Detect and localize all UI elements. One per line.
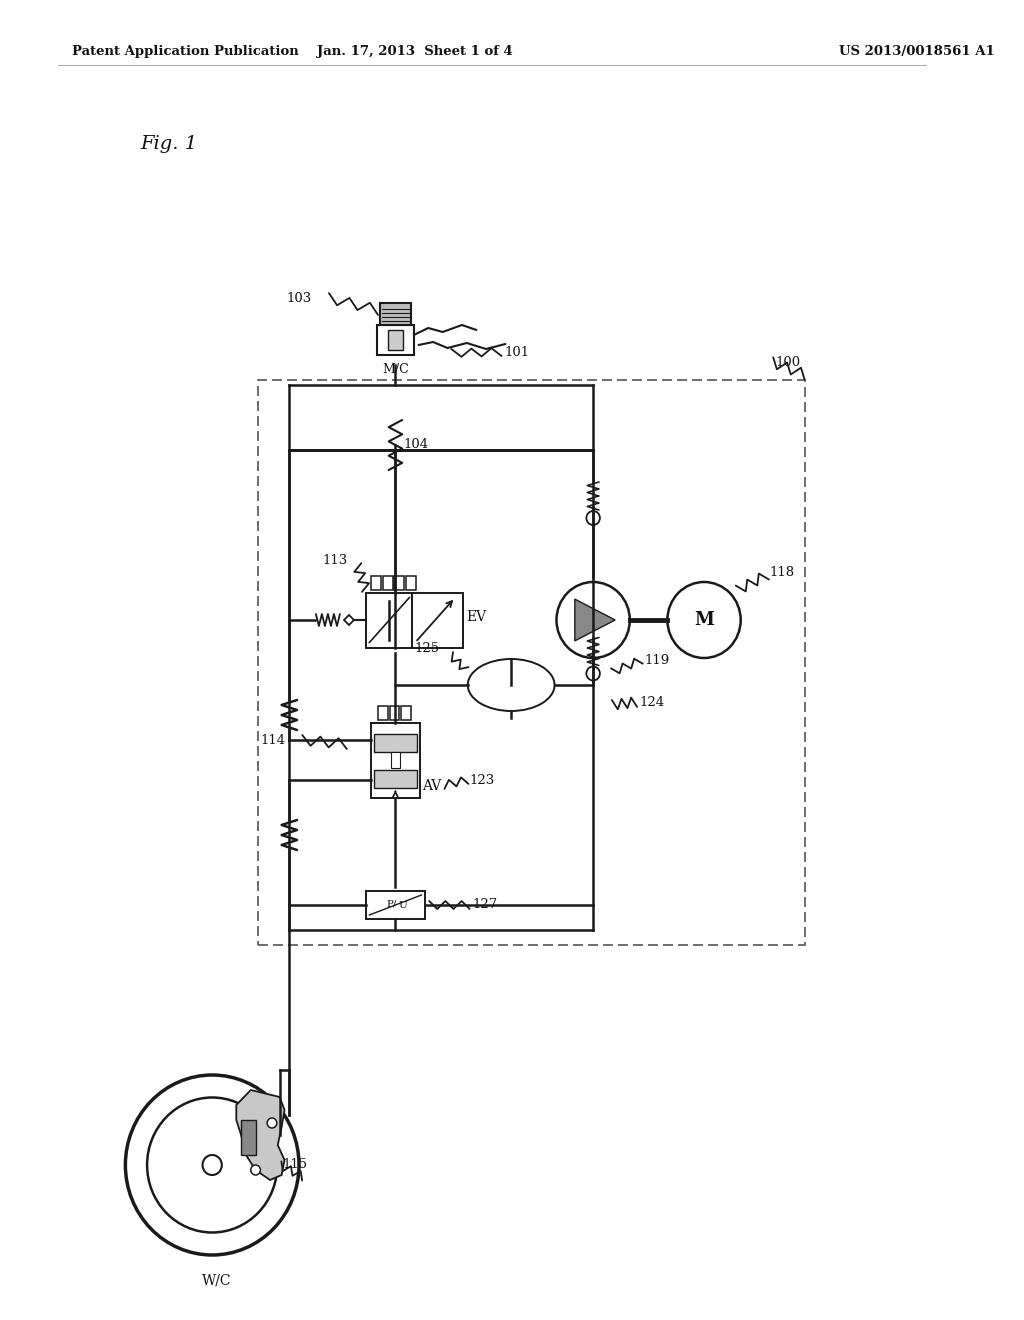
Text: M/C: M/C	[382, 363, 409, 376]
Text: 125: 125	[415, 642, 440, 655]
Bar	[366, 891, 425, 919]
Text: M: M	[694, 611, 714, 630]
Text: 114: 114	[260, 734, 286, 747]
Text: AV: AV	[423, 779, 441, 792]
Text: 127: 127	[473, 899, 498, 912]
Text: 100: 100	[775, 355, 801, 368]
Bar	[374, 734, 417, 752]
Circle shape	[203, 1155, 222, 1175]
Text: 124: 124	[639, 696, 665, 709]
Bar	[401, 705, 411, 719]
Circle shape	[251, 1166, 260, 1175]
Bar	[380, 304, 411, 325]
Text: 119: 119	[644, 653, 670, 667]
Text: 101: 101	[505, 346, 529, 359]
Circle shape	[556, 582, 630, 657]
Bar	[394, 576, 404, 590]
Bar	[374, 770, 417, 788]
Bar	[407, 576, 416, 590]
Circle shape	[587, 511, 600, 525]
Text: Fig. 1: Fig. 1	[140, 135, 197, 153]
Text: 104: 104	[403, 438, 428, 451]
Bar	[390, 705, 399, 719]
Text: W/C: W/C	[203, 1272, 231, 1287]
Text: 123: 123	[470, 774, 495, 787]
Text: Patent Application Publication: Patent Application Publication	[73, 45, 299, 58]
Text: P/: P/	[386, 899, 396, 908]
Bar	[413, 593, 463, 648]
Circle shape	[587, 667, 600, 681]
Text: EV: EV	[466, 610, 486, 624]
Text: 118: 118	[770, 565, 795, 578]
Bar	[383, 576, 392, 590]
Bar	[372, 576, 381, 590]
Ellipse shape	[468, 659, 555, 711]
Bar	[378, 705, 388, 719]
Text: 115: 115	[283, 1159, 307, 1172]
Bar	[241, 1119, 256, 1155]
Text: U: U	[398, 902, 408, 911]
Text: US 2013/0018561 A1: US 2013/0018561 A1	[839, 45, 995, 58]
Bar	[258, 380, 805, 945]
Polygon shape	[237, 1090, 285, 1180]
Bar	[388, 330, 403, 350]
Polygon shape	[574, 599, 615, 642]
Text: 113: 113	[322, 553, 347, 566]
Bar	[367, 593, 413, 648]
Bar	[390, 752, 400, 768]
Circle shape	[668, 582, 740, 657]
Circle shape	[267, 1118, 276, 1129]
Text: Jan. 17, 2013  Sheet 1 of 4: Jan. 17, 2013 Sheet 1 of 4	[316, 45, 513, 58]
Bar	[377, 325, 414, 355]
Text: 103: 103	[287, 292, 311, 305]
Bar	[372, 722, 420, 797]
